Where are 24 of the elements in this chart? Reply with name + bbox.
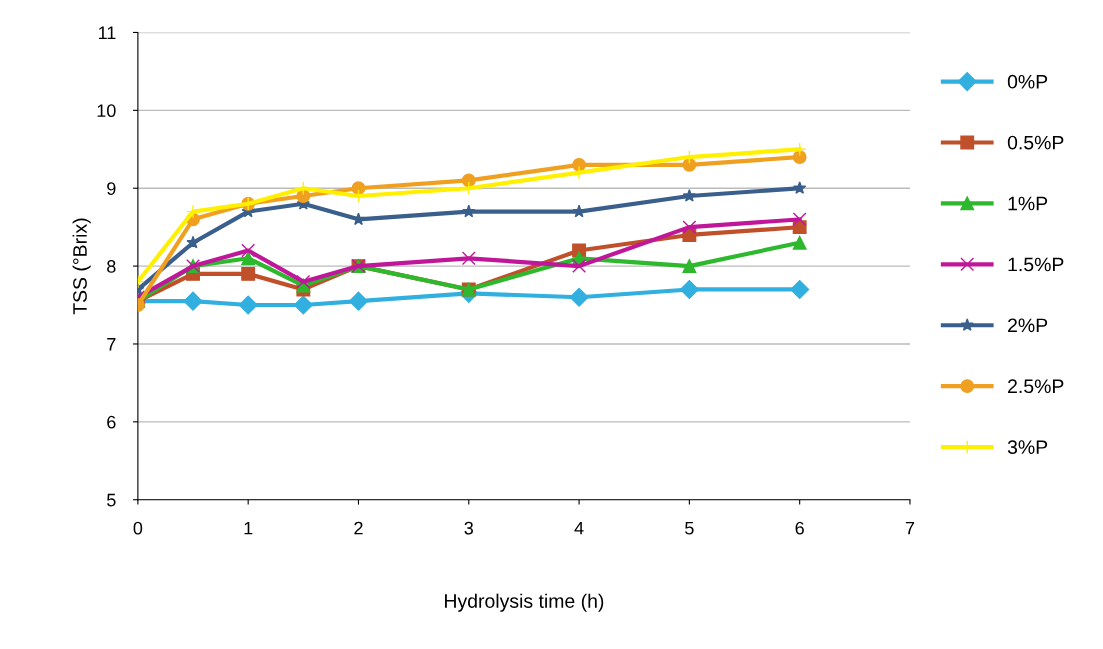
y-tick-label: 11 <box>98 26 116 39</box>
y-tick-label: 10 <box>97 104 116 118</box>
legend-label: 2.5%P <box>1008 379 1064 394</box>
legend-label: 1%P <box>1008 196 1048 211</box>
y-tick-label: 5 <box>107 493 116 507</box>
legend-label: 0%P <box>1007 74 1048 89</box>
y-tick-label: 7 <box>107 338 116 351</box>
y-tick-label: 9 <box>107 182 116 195</box>
x-tick-label: 6 <box>795 521 804 535</box>
x-tick-label: 7 <box>905 521 915 535</box>
x-axis-title: Hydrolysis time (h) <box>445 593 604 612</box>
legend-label: 0.5%P <box>1007 135 1064 150</box>
x-tick-label: 1 <box>244 521 253 535</box>
x-tick-label: 3 <box>464 521 473 535</box>
y-tick-label: 6 <box>107 415 116 429</box>
x-tick-label: 0 <box>133 521 143 535</box>
x-tick-label: 2 <box>354 521 363 535</box>
legend-label: 3%P <box>1007 440 1048 455</box>
y-tick-label: 8 <box>107 260 116 273</box>
x-tick-label: 5 <box>685 521 694 535</box>
x-tick-label: 4 <box>574 521 584 535</box>
legend-label: 1.5%P <box>1008 257 1064 272</box>
y-axis-title: TSS (°Brix) <box>72 218 91 315</box>
legend-label: 2%P <box>1008 318 1048 333</box>
